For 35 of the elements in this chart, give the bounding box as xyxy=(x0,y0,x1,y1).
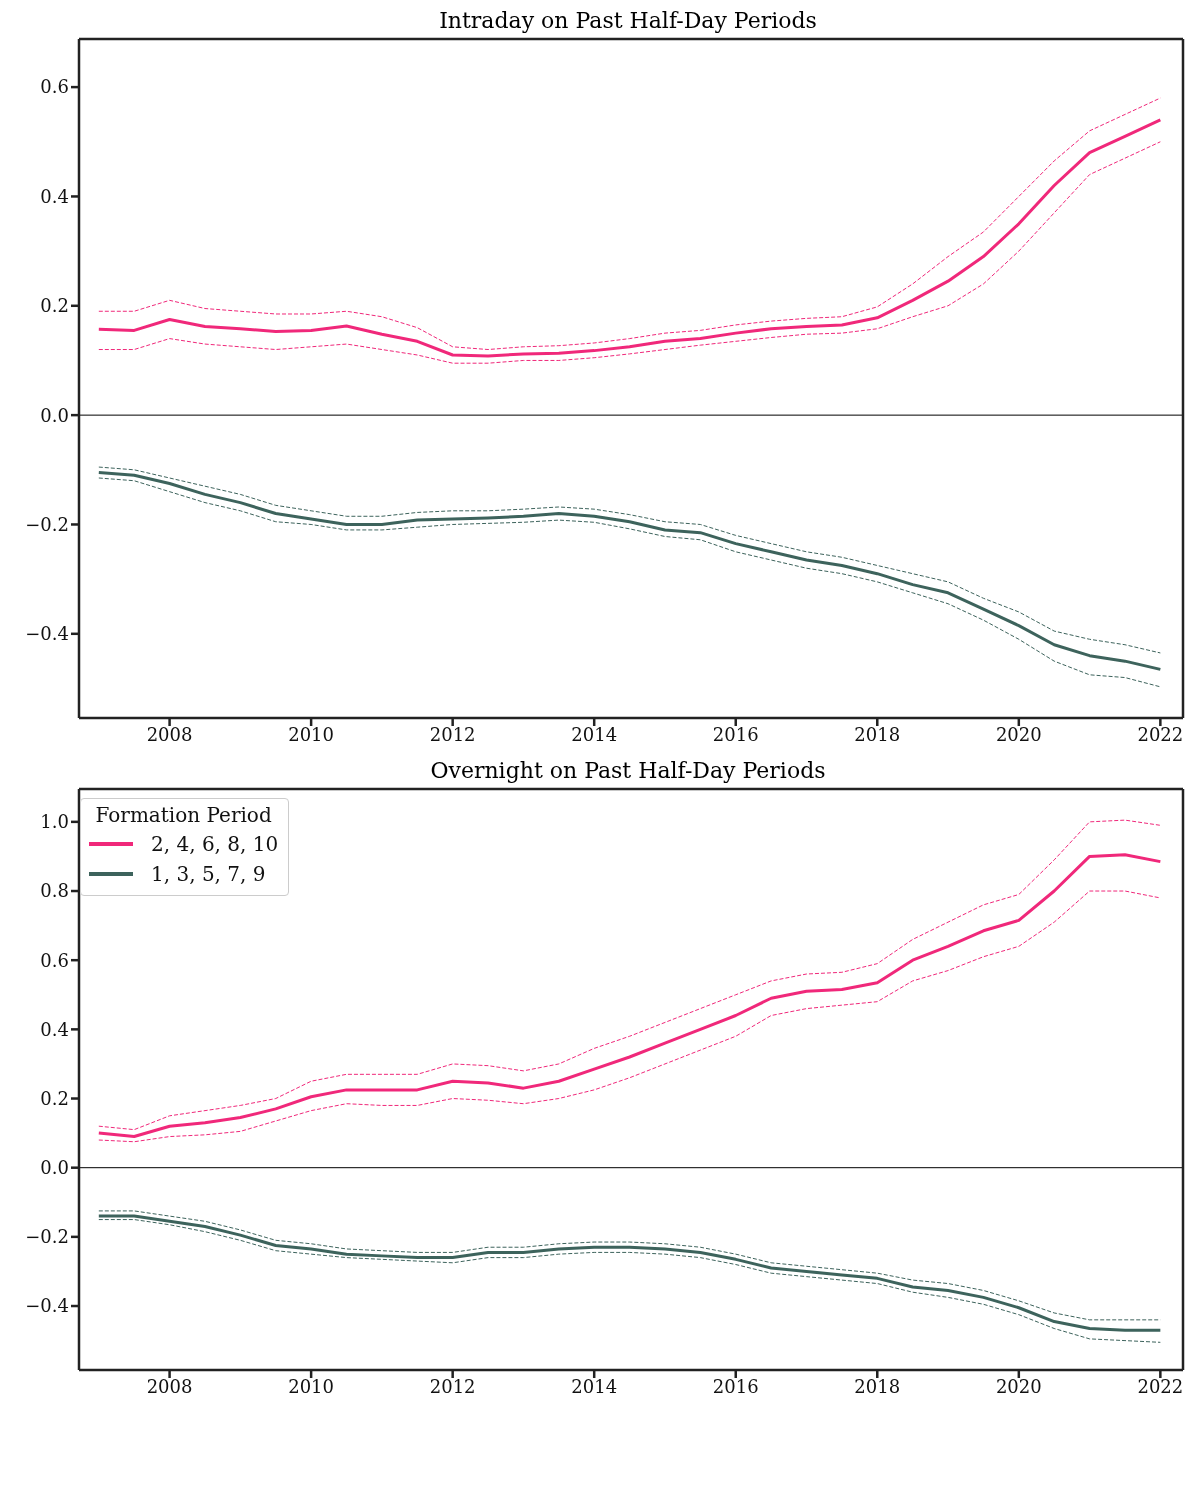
y-tick-label: 0.8 xyxy=(40,880,69,902)
x-tick-label: 2008 xyxy=(146,723,193,745)
y-tick-label: −0.2 xyxy=(25,1226,69,1248)
x-tick-label: 2014 xyxy=(571,723,618,745)
legend-label: 1, 3, 5, 7, 9 xyxy=(151,861,266,888)
x-tick-label: 2020 xyxy=(995,1375,1042,1397)
y-tick-label: 0.2 xyxy=(40,295,69,317)
x-tick-label: 2022 xyxy=(1137,1375,1184,1397)
y-tick-label: 0.2 xyxy=(40,1087,69,1109)
x-tick-label: 2018 xyxy=(854,1375,901,1397)
x-tick-label: 2012 xyxy=(429,723,476,745)
legend-label: 2, 4, 6, 8, 10 xyxy=(151,831,279,858)
x-tick-label: 2014 xyxy=(571,1375,618,1397)
x-tick-label: 2010 xyxy=(288,723,335,745)
y-tick-label: 0.4 xyxy=(40,185,69,207)
y-tick-label: −0.4 xyxy=(25,1295,69,1317)
x-tick-label: 2016 xyxy=(712,723,759,745)
legend-title: Formation Period xyxy=(94,803,273,827)
x-tick-label: 2018 xyxy=(854,723,901,745)
x-tick-label: 2010 xyxy=(288,1375,335,1397)
y-tick-label: −0.4 xyxy=(25,623,69,645)
x-tick-label: 2016 xyxy=(712,1375,759,1397)
y-tick-label: −0.2 xyxy=(25,513,69,535)
y-tick-label: 1.0 xyxy=(40,811,69,833)
y-tick-label: 0.6 xyxy=(40,949,69,971)
y-tick-label: 0.0 xyxy=(40,404,69,426)
chart-title: Intraday on Past Half-Day Periods xyxy=(438,8,818,34)
x-tick-label: 2012 xyxy=(429,1375,476,1397)
y-tick-label: 0.0 xyxy=(40,1157,69,1179)
x-tick-label: 2022 xyxy=(1137,723,1184,745)
chart-title: Overnight on Past Half-Day Periods xyxy=(429,758,827,784)
x-tick-label: 2008 xyxy=(146,1375,193,1397)
y-tick-label: 0.4 xyxy=(40,1018,69,1040)
x-tick-label: 2020 xyxy=(995,723,1042,745)
y-tick-label: 0.6 xyxy=(40,76,69,98)
